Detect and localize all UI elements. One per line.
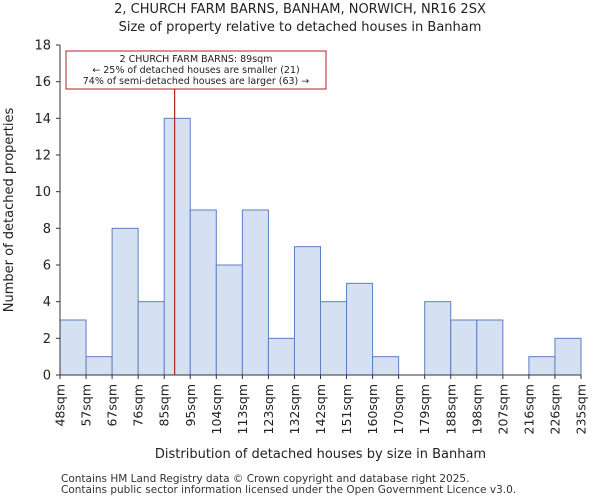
x-tick-label: 95sqm [183,384,198,427]
histogram-bar [85,356,113,376]
x-tick-label: 226sqm [547,384,562,434]
x-tick-label: 179sqm [417,384,432,434]
histogram-bar [163,117,191,376]
annotation-line: ← 25% of detached houses are smaller (21… [92,65,299,76]
y-tick-label: 18 [34,39,51,54]
x-tick-label: 207sqm [495,384,510,434]
y-tick-label: 2 [43,332,51,347]
annotation-line: 74% of semi-detached houses are larger (… [83,76,310,87]
histogram-bar [267,337,295,376]
x-tick-label: 48sqm [53,384,68,427]
x-tick-label: 67sqm [105,384,120,427]
x-tick-label: 132sqm [287,384,302,434]
annotation-line: 2 CHURCH FARM BARNS: 89sqm [120,54,273,65]
x-tick-label: 216sqm [521,384,536,434]
histogram-bar [476,319,504,376]
histogram-bar [293,246,322,376]
x-tick-label: 170sqm [391,384,406,434]
chart-title: 2, CHURCH FARM BARNS, BANHAM, NORWICH, N… [114,2,486,17]
x-tick-label: 188sqm [443,384,458,434]
histogram-bar [554,337,582,376]
y-tick-label: 12 [34,149,51,164]
histogram-bar [189,209,217,376]
x-tick-label: 235sqm [574,384,589,434]
annotation-box [65,50,327,90]
footer-credit-1: Contains HM Land Registry data © Crown c… [61,473,470,485]
histogram-bar [528,356,556,376]
y-tick-label: 10 [34,185,51,200]
y-axis-title: Number of detached properties [2,108,17,313]
y-tick-label: 6 [43,259,51,274]
histogram-bar [215,264,243,376]
histogram-bar [320,301,348,376]
x-tick-label: 57sqm [79,384,94,427]
y-tick-label: 14 [34,112,51,127]
y-tick-label: 8 [43,222,51,237]
histogram-bar [241,209,269,376]
histogram-bar [424,301,452,376]
histogram-bar [346,282,374,376]
x-tick-label: 113sqm [235,384,250,434]
chart-subtitle: Size of property relative to detached ho… [118,20,482,35]
x-tick-label: 142sqm [313,384,328,434]
x-tick-label: 104sqm [209,384,224,434]
histogram-bar [450,319,478,376]
histogram-bar [111,227,139,376]
x-axis-title: Distribution of detached houses by size … [155,447,486,462]
x-tick-label: 198sqm [469,384,484,434]
x-tick-label: 151sqm [339,384,354,434]
histogram-bar [59,319,87,376]
footer-credit-2: Contains public sector information licen… [61,484,517,496]
x-tick-label: 85sqm [157,384,172,427]
x-tick-label: 160sqm [365,384,380,434]
x-tick-label: 123sqm [261,384,276,434]
y-tick-label: 16 [34,75,51,90]
histogram-bar [137,301,165,376]
y-tick-label: 4 [43,295,51,310]
y-tick-label: 0 [43,369,51,384]
x-tick-label: 76sqm [131,384,146,427]
histogram-bar [372,356,400,376]
